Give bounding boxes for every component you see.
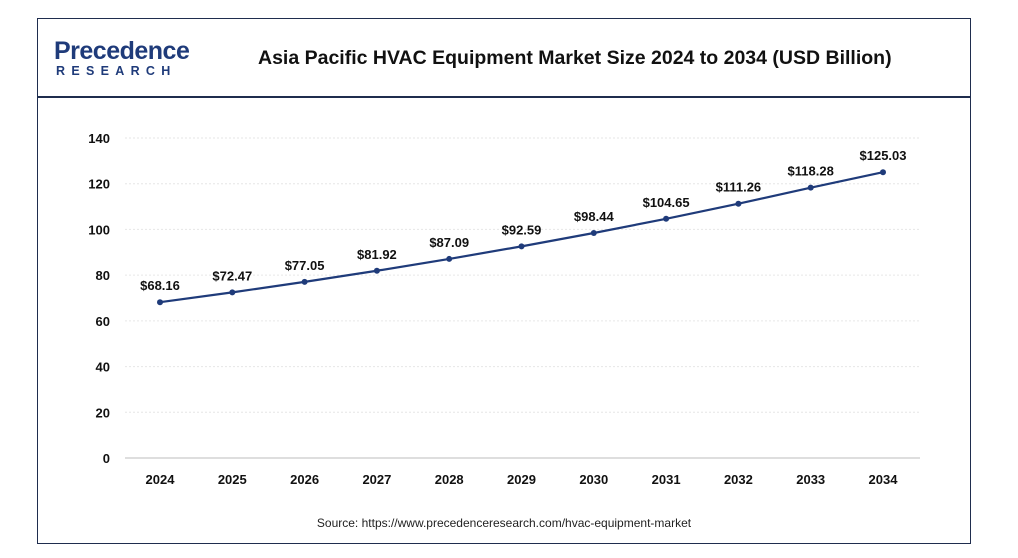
source-note: Source: https://www.precedenceresearch.c… — [316, 516, 692, 530]
data-point — [518, 243, 525, 250]
data-point — [301, 278, 308, 285]
data-label: $118.28 — [788, 164, 834, 179]
data-point — [157, 299, 163, 306]
data-point — [663, 215, 670, 222]
data-point — [446, 255, 453, 262]
data-label: $81.92 — [357, 247, 397, 262]
data-label: $87.09 — [429, 235, 469, 250]
y-tick-label: 80 — [96, 268, 110, 283]
data-label: $77.05 — [285, 258, 325, 273]
y-tick-label: 100 — [88, 222, 110, 237]
chart-title: Asia Pacific HVAC Equipment Market Size … — [258, 47, 892, 69]
data-label: $68.16 — [140, 278, 180, 293]
x-tick-label: 2028 — [435, 472, 464, 487]
logo-wordmark: Precedence — [54, 37, 190, 65]
x-tick-label: 2027 — [362, 472, 391, 487]
header: Precedence RESEARCH Asia Pacific HVAC Eq… — [38, 19, 970, 98]
y-tick-label: 0 — [103, 451, 110, 466]
x-tick-label: 2025 — [218, 472, 247, 487]
data-point — [880, 169, 886, 176]
y-tick-label: 20 — [96, 405, 110, 420]
y-tick-label: 120 — [88, 177, 110, 192]
y-tick-label: 40 — [96, 360, 110, 375]
x-tick-label: 2029 — [507, 472, 536, 487]
data-point — [229, 289, 236, 296]
x-tick-label: 2034 — [869, 472, 899, 487]
chart-frame: Precedence RESEARCH Asia Pacific HVAC Eq… — [37, 18, 971, 544]
brand-logo: Precedence RESEARCH — [54, 37, 194, 81]
logo-subtitle: RESEARCH — [56, 64, 177, 78]
data-point — [735, 200, 742, 207]
x-tick-label: 2026 — [290, 472, 319, 487]
data-point — [807, 184, 814, 191]
data-label: $104.65 — [643, 195, 690, 210]
x-tick-label: 2033 — [796, 472, 825, 487]
data-label: $92.59 — [502, 222, 542, 237]
data-label: $111.26 — [716, 180, 762, 195]
data-label: $125.03 — [860, 148, 907, 163]
y-tick-label: 60 — [96, 314, 110, 329]
x-tick-label: 2024 — [146, 472, 176, 487]
data-label: $98.44 — [574, 209, 615, 224]
data-point — [373, 267, 380, 274]
data-label: $72.47 — [212, 268, 252, 283]
data-point — [590, 229, 597, 236]
x-tick-label: 2030 — [579, 472, 608, 487]
x-tick-label: 2031 — [652, 472, 681, 487]
y-tick-label: 140 — [88, 131, 110, 146]
x-tick-label: 2032 — [724, 472, 753, 487]
